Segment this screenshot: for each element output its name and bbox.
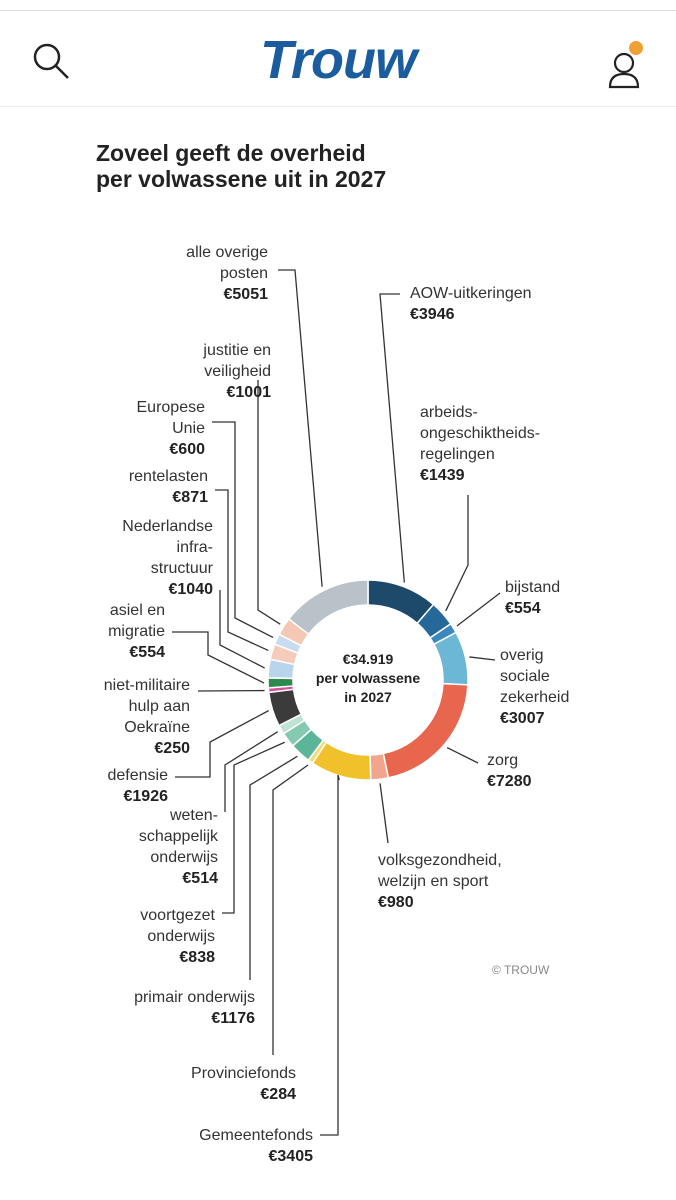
category-name: Nederlandse infra- structuur [122,518,213,577]
segment-label: bijstand €554 [505,577,560,619]
leader-line [215,489,269,652]
category-name: rentelasten [128,468,208,485]
leader-line [379,293,406,583]
value-label: €250 [154,740,190,757]
segment-label: AOW-uitkeringen €3946 [410,283,532,325]
donut-segment [287,579,369,636]
segment-label: niet-militaire hulp aan Oekraïne €250 [104,675,190,759]
category-name: bijstand [505,579,561,596]
header-icons [33,41,643,89]
segment-label: Gemeentefonds €3405 [199,1125,313,1167]
value-label: €5051 [223,286,269,303]
account-icon[interactable] [608,52,640,89]
leader-line [379,783,389,844]
top-border [0,10,676,11]
value-label: €7280 [487,773,532,790]
category-name: Europese Unie [136,399,206,437]
category-name: arbeids- ongeschiktheids- regelingen [420,404,541,463]
copyright: © TROUW [492,963,550,977]
category-name: asiel en migratie [108,602,165,640]
leader-line [278,269,323,587]
segment-label: overig sociale zekerheid €3007 [500,645,569,729]
category-name: weten- schappelijk onderwijs [138,807,218,866]
segment-label: Nederlandse infra- structuur €1040 [122,516,213,600]
category-name: zorg [487,752,519,769]
value-label: €3405 [268,1148,314,1165]
segment-label: volksgezondheid, welzijn en sport €980 [378,850,502,913]
segment-label: Europese Unie €600 [137,397,206,460]
value-label: €871 [172,489,208,506]
value-label: €1040 [168,581,214,598]
leader-line [469,656,496,661]
leader-line [212,421,274,639]
value-label: €3946 [410,306,455,323]
value-label: €1439 [420,467,465,484]
segment-label: voortgezet onderwijs €838 [140,905,215,968]
value-label: €284 [260,1086,296,1103]
leader-line [175,710,269,778]
leader-line [222,741,285,914]
category-name: alle overige posten [186,244,268,282]
category-name: AOW-uitkeringen [410,285,532,302]
leader-line [445,495,469,612]
category-name: defensie [107,767,169,784]
value-label: €554 [505,600,541,617]
segment-label: alle overige posten €5051 [186,242,268,305]
category-name: Provinciefonds [191,1065,296,1082]
segment-label: asiel en migratie €554 [108,600,165,663]
leader-line [456,592,501,627]
category-name: Gemeentefonds [199,1127,313,1144]
logo[interactable]: Trouw [260,30,417,90]
value-label: €980 [378,894,414,911]
segment-label: primair onderwijs €1176 [134,987,255,1029]
segment-label: justitie en veiligheid €1001 [203,340,271,403]
leader-line [172,631,265,684]
value-label: €600 [169,441,205,458]
leader-line [224,731,279,812]
category-name: primair onderwijs [134,989,255,1006]
leader-line [219,590,265,669]
leader-line [257,380,281,625]
value-label: €3007 [500,710,545,727]
segment-label: zorg €7280 [487,750,532,792]
category-name: niet-militaire hulp aan Oekraïne [103,677,190,736]
value-label: €1926 [123,788,169,805]
segment-label: defensie €1926 [108,765,169,807]
segment-label: Provinciefonds €284 [191,1063,296,1105]
notification-badge [629,41,643,55]
category-name: volksgezondheid, welzijn en sport [378,852,502,890]
search-icon[interactable] [33,43,69,79]
leader-line [272,764,309,1055]
value-label: €1176 [211,1010,255,1027]
leader-line [320,774,340,1136]
segment-label: arbeids- ongeschiktheids- regelingen €143… [420,402,540,486]
category-name: justitie en veiligheid [203,342,271,380]
center-label: €34.919 per volwassene in 2027 [315,651,421,705]
leader-line [446,746,479,764]
chart-title: Zoveel geeft de overheid per volwassene … [96,140,387,192]
leader-line [249,755,298,980]
value-label: €554 [129,644,165,661]
value-label: €838 [179,949,215,966]
category-name: overig sociale zekerheid [500,647,570,706]
segment-label: rentelasten €871 [129,466,208,508]
value-label: €514 [182,870,218,887]
segment-label: weten- schappelijk onderwijs €514 [139,805,218,889]
category-name: voortgezet onderwijs [140,907,215,945]
app-header: Trouw [0,11,676,107]
value-label: €1001 [226,384,272,401]
